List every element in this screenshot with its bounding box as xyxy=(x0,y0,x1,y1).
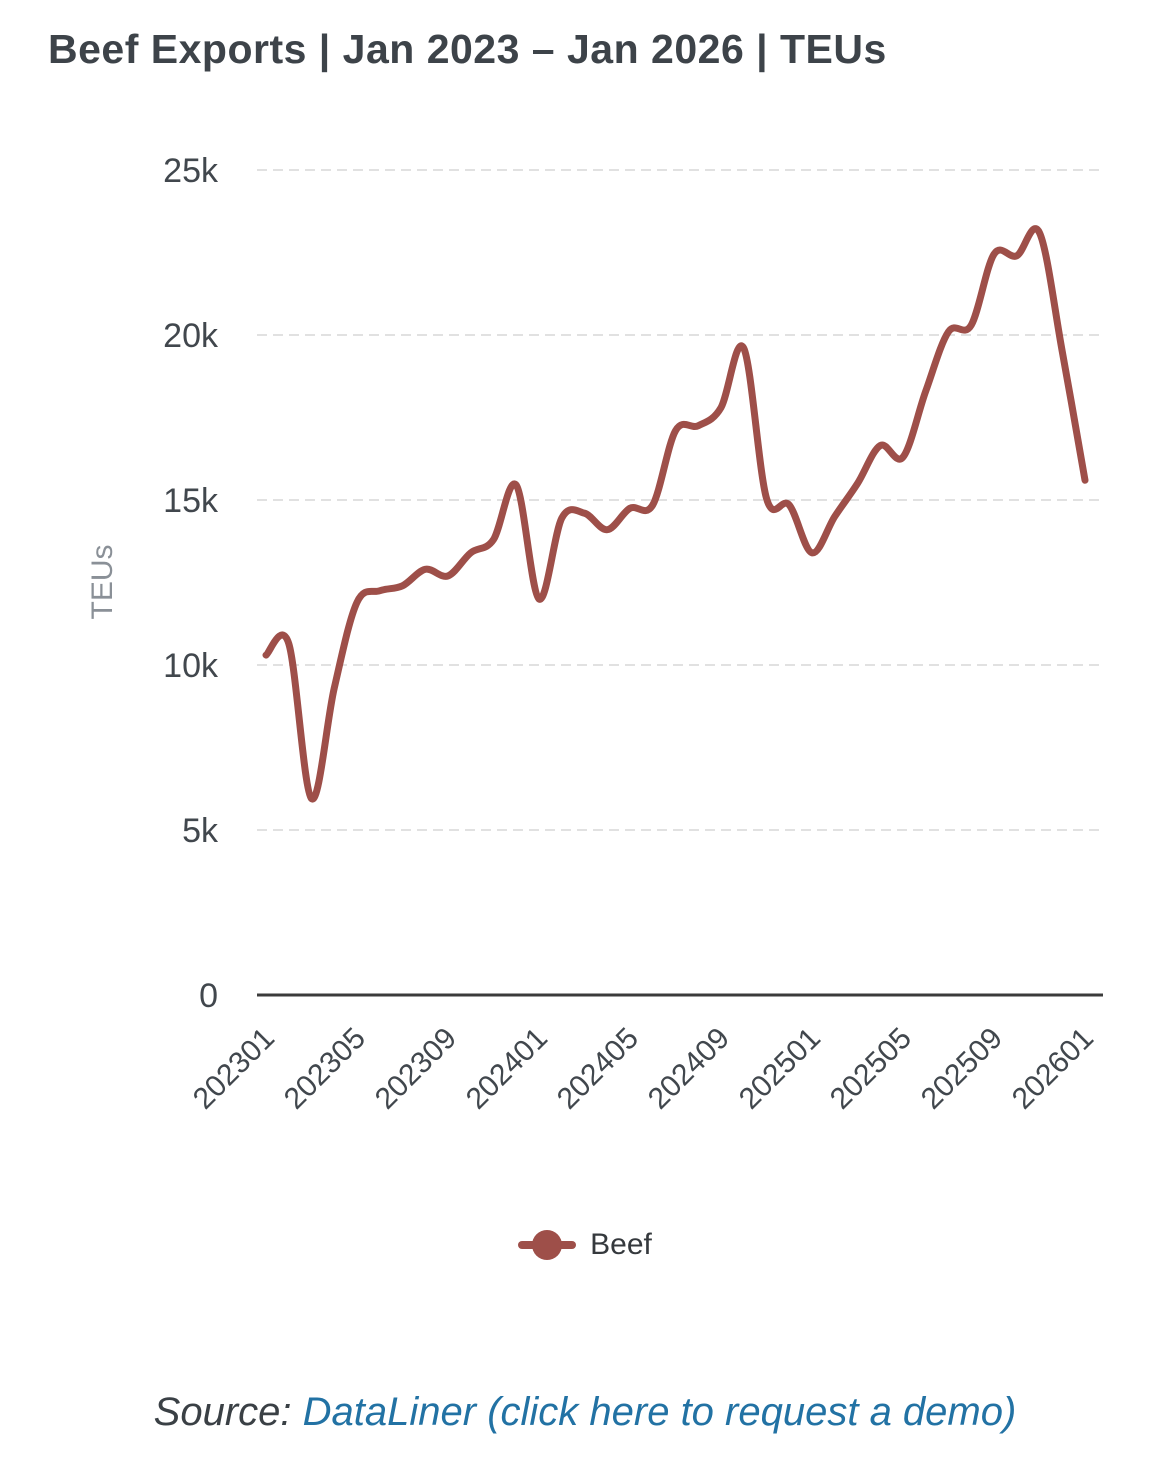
x-tick-label: 202501 xyxy=(733,1022,827,1116)
x-tick-label: 202505 xyxy=(824,1022,918,1116)
chart-canvas: 05k10k15k20k25kTEUs202301202305202309202… xyxy=(86,152,1103,1116)
x-tick-label: 202401 xyxy=(460,1022,554,1116)
legend: Beef xyxy=(0,1228,1170,1262)
legend-marker-icon xyxy=(518,1230,577,1260)
y-tick-label: 20k xyxy=(163,317,219,355)
x-tick-label: 202305 xyxy=(278,1022,372,1116)
x-tick-label: 202309 xyxy=(369,1022,463,1116)
x-tick-label: 202405 xyxy=(551,1022,645,1116)
source-line: Source: DataLiner (click here to request… xyxy=(0,1390,1170,1435)
chart-title: Beef Exports | Jan 2023 – Jan 2026 | TEU… xyxy=(48,26,887,72)
legend-dot-icon xyxy=(532,1230,563,1260)
x-tick-label: 202409 xyxy=(642,1022,736,1116)
x-tick-label: 202301 xyxy=(187,1022,281,1116)
source-label: Source: xyxy=(153,1390,303,1434)
y-tick-label: 15k xyxy=(163,482,219,520)
y-tick-label: 5k xyxy=(182,812,219,850)
beef-series-line xyxy=(262,225,1089,803)
y-tick-label: 0 xyxy=(199,977,218,1015)
legend-label: Beef xyxy=(590,1228,652,1261)
y-axis-title: TEUs xyxy=(86,545,119,620)
x-tick-label: 202601 xyxy=(1006,1022,1100,1116)
x-tick-label: 202509 xyxy=(915,1022,1009,1116)
legend-item-beef[interactable]: Beef xyxy=(518,1228,652,1262)
source-link[interactable]: DataLiner (click here to request a demo) xyxy=(302,1390,1017,1434)
y-tick-label: 10k xyxy=(163,647,219,685)
y-tick-label: 25k xyxy=(163,152,219,190)
